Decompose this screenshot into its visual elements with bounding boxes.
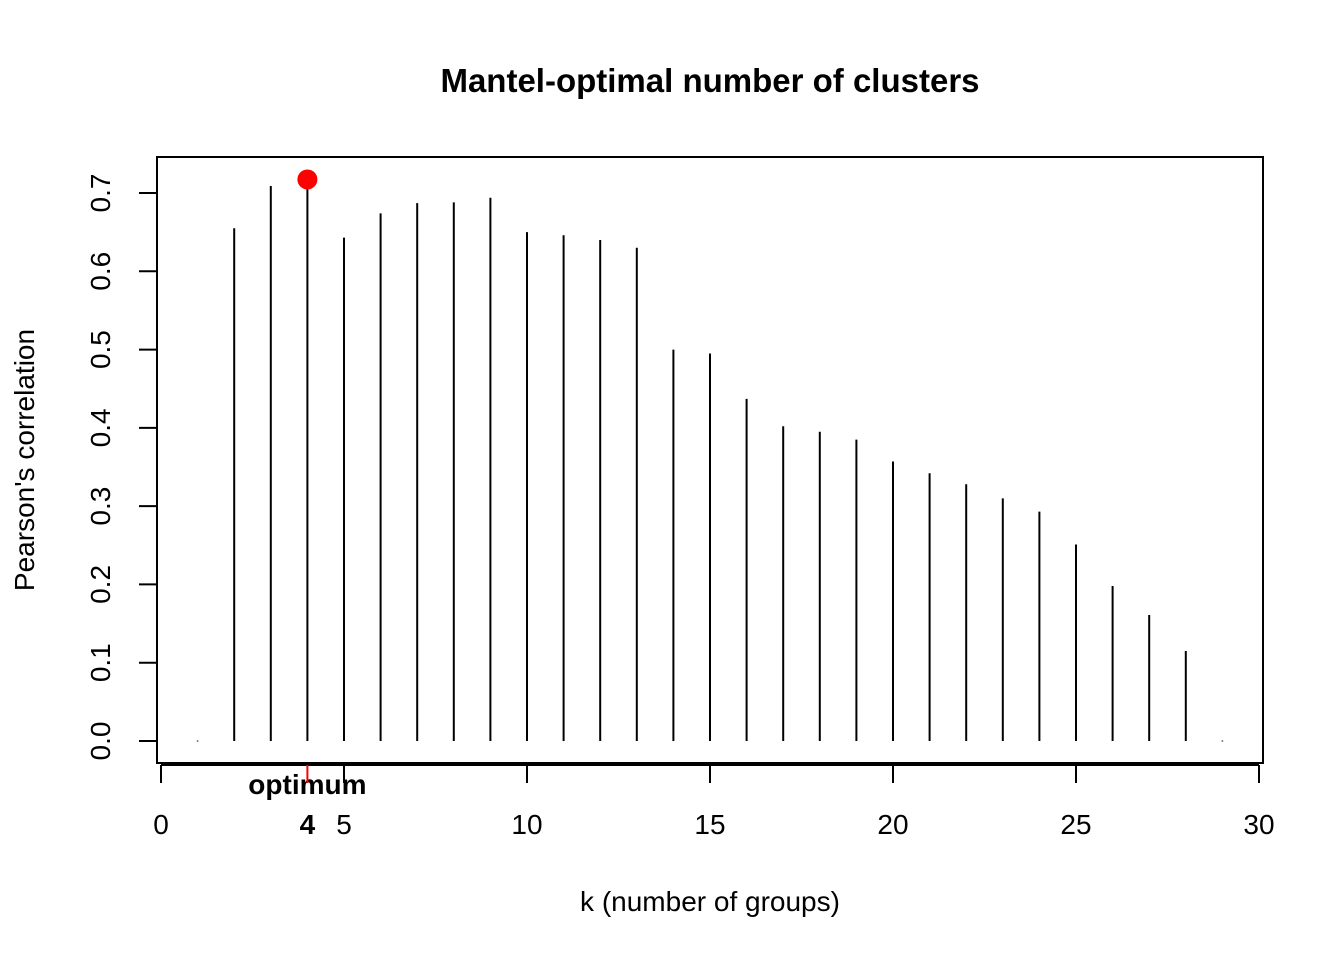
x-axis-label: k (number of groups): [580, 886, 840, 917]
optimum-marker-group: optimum 4: [248, 169, 367, 840]
x-tick-label: 30: [1243, 809, 1274, 840]
y-tick-label: 0.1: [85, 643, 116, 682]
y-tick-label: 0.5: [85, 330, 116, 369]
chart-title: Mantel-optimal number of clusters: [440, 62, 979, 99]
data-series: [196, 180, 1224, 742]
y-tick-label: 0.4: [85, 408, 116, 447]
optimum-point: [297, 169, 318, 190]
y-tick-label: 0.7: [85, 174, 116, 213]
y-axis: 0.0 0.1 0.2 0.3 0.4 0.5 0.6 0.7: [85, 174, 158, 761]
x-axis: 0 5 10 15 20 25 30: [153, 764, 1275, 840]
y-tick-label: 0.6: [85, 252, 116, 291]
y-tick-label: 0.3: [85, 487, 116, 526]
y-axis-label: Pearson's correlation: [9, 329, 40, 591]
x-tick-label: 25: [1060, 809, 1091, 840]
x-tick-label: 5: [336, 809, 352, 840]
x-tick-label: 10: [511, 809, 542, 840]
x-tick-label: 15: [694, 809, 725, 840]
x-tick-label: 0: [153, 809, 169, 840]
y-tick-label: 0.0: [85, 722, 116, 761]
x-tick-label: 20: [877, 809, 908, 840]
optimum-tick-label: 4: [300, 809, 316, 840]
y-tick-label: 0.2: [85, 565, 116, 604]
